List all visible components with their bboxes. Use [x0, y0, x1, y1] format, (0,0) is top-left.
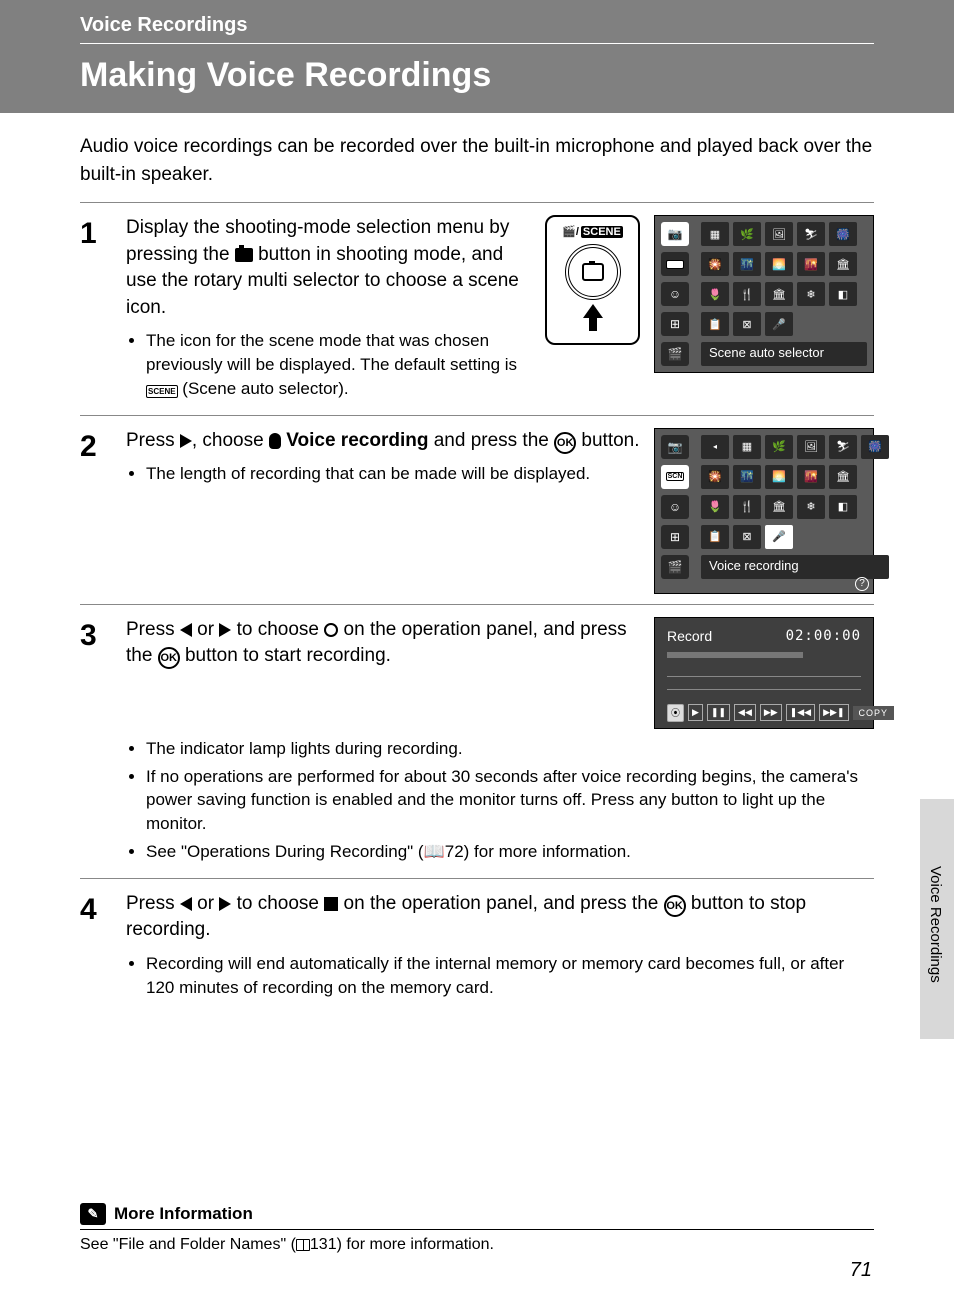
- right-arrow-icon: [180, 434, 192, 448]
- bullet: If no operations are performed for about…: [146, 765, 874, 836]
- help-icon: ?: [855, 577, 869, 591]
- side-label: Voice Recordings: [927, 866, 944, 983]
- step-1: 1 Display the shooting-mode selection me…: [80, 203, 874, 416]
- record-icon: [324, 623, 338, 637]
- step-4-text: Press or to choose on the operation pane…: [126, 891, 874, 944]
- bullet: The length of recording that can be made…: [146, 462, 644, 486]
- right-arrow-icon: [219, 623, 231, 637]
- skip-fwd-icon: ▶▶❚: [819, 704, 848, 721]
- camera-icon: [235, 248, 253, 262]
- microphone-icon: [269, 433, 281, 449]
- dial-figure: 🎬/SCENE: [545, 215, 640, 345]
- step-1-bullets: The icon for the scene mode that was cho…: [146, 329, 535, 400]
- copy-label: COPY: [853, 706, 895, 720]
- record-button-icon: ⦿: [667, 704, 684, 722]
- book-icon: [296, 1239, 310, 1251]
- step-3-bullets: The indicator lamp lights during recordi…: [146, 737, 874, 864]
- step-2-bullets: The length of recording that can be made…: [146, 462, 644, 486]
- step-4-bullets: Recording will end automatically if the …: [146, 952, 874, 1000]
- step-2-figure: 📷 ◂▦🌿🖼⛷🎆 SCN 🎇🌃🌅🌇🏛 ☺ 🌷🍴🏛❄◧ ⊞ 📋⊠🎤 🎬 Voice…: [654, 428, 874, 594]
- up-arrow-icon: [583, 304, 603, 318]
- content: Audio voice recordings can be recorded o…: [0, 113, 954, 1014]
- step-2: 2 Press , choose Voice recording and pre…: [80, 416, 874, 605]
- lcd-side-icon: 🎬: [661, 342, 689, 366]
- step-1-text: Display the shooting-mode selection menu…: [126, 215, 535, 321]
- skip-back-icon: ❚◀◀: [786, 704, 815, 721]
- section-label: Voice Recordings: [80, 14, 874, 44]
- record-time: 02:00:00: [786, 628, 861, 644]
- step-3-figure: Record 02:00:00 ⦿ ▶ ❚❚ ◀◀ ▶▶ ❚◀◀: [654, 617, 874, 729]
- step-4: 4 Press or to choose on the operation pa…: [80, 879, 874, 1014]
- bullet: Recording will end automatically if the …: [146, 952, 874, 1000]
- progress-bar: [667, 652, 803, 658]
- step-number: 1: [80, 215, 126, 249]
- step-number: 4: [80, 891, 126, 925]
- lcd-figure-1: 📷 ▦🌿🖼⛷🎆 SCN 🎇🌃🌅🌇🏛 ☺ 🌷🍴🏛❄◧ ⊞ 📋⊠🎤 🎬 Scene …: [654, 215, 874, 373]
- ok-button-icon: OK: [158, 647, 180, 669]
- lcd-side-icon: 📷: [661, 435, 689, 459]
- lcd-side-icon: ⊞: [661, 312, 689, 336]
- page-title: Making Voice Recordings: [80, 56, 954, 95]
- step-number: 3: [80, 617, 126, 651]
- lcd-figure-2: 📷 ◂▦🌿🖼⛷🎆 SCN 🎇🌃🌅🌇🏛 ☺ 🌷🍴🏛❄◧ ⊞ 📋⊠🎤 🎬 Voice…: [654, 428, 874, 594]
- intro-text: Audio voice recordings can be recorded o…: [80, 133, 874, 203]
- lcd-caption: Scene auto selector: [701, 342, 867, 366]
- step-2-text: Press , choose Voice recording and press…: [126, 428, 644, 455]
- stop-icon: [324, 897, 338, 911]
- dial-circle-icon: [565, 244, 621, 300]
- forward-icon: ▶▶: [760, 704, 782, 721]
- more-info-text: See "File and Folder Names" (131) for mo…: [80, 1236, 874, 1254]
- bullet: See "Operations During Recording" (📖72) …: [146, 840, 874, 864]
- lcd-caption: Voice recording: [701, 555, 889, 579]
- left-arrow-icon: [180, 623, 192, 637]
- bullet: The icon for the scene mode that was cho…: [146, 329, 535, 400]
- more-info-section: ✎ More Information See "File and Folder …: [80, 1203, 874, 1254]
- record-controls: ⦿ ▶ ❚❚ ◀◀ ▶▶ ❚◀◀ ▶▶❚ COPY: [667, 704, 861, 722]
- lcd-side-icon: ☺: [661, 282, 689, 306]
- more-info-heading: ✎ More Information: [80, 1203, 874, 1230]
- step-1-figure: 🎬/SCENE 📷 ▦🌿🖼⛷🎆 SCN 🎇🌃🌅🌇🏛 ☺ 🌷🍴🏛❄◧: [545, 215, 874, 373]
- dial-label: 🎬/SCENE: [562, 225, 623, 238]
- play-icon: ▶: [688, 704, 703, 721]
- lcd-side-icon: 🎬: [661, 555, 689, 579]
- step-3: 3 Press or to choose on the operation pa…: [80, 605, 874, 879]
- left-arrow-icon: [180, 897, 192, 911]
- ok-button-icon: OK: [554, 432, 576, 454]
- step-3-text: Press or to choose on the operation pane…: [126, 617, 644, 670]
- lcd-side-icon: 📷: [661, 222, 689, 246]
- lcd-side-icon: SCN: [661, 465, 689, 489]
- right-arrow-icon: [219, 897, 231, 911]
- lcd-record-figure: Record 02:00:00 ⦿ ▶ ❚❚ ◀◀ ▶▶ ❚◀◀: [654, 617, 874, 729]
- pause-icon: ❚❚: [707, 704, 730, 721]
- scene-icon: SCENE: [146, 385, 178, 398]
- record-label: Record: [667, 628, 712, 644]
- info-badge-icon: ✎: [80, 1203, 106, 1225]
- step-number: 2: [80, 428, 126, 462]
- bullet: The indicator lamp lights during recordi…: [146, 737, 874, 761]
- lcd-side-icon: SCN: [661, 252, 689, 276]
- lcd-side-icon: ⊞: [661, 525, 689, 549]
- lcd-side-icon: ☺: [661, 495, 689, 519]
- rewind-icon: ◀◀: [734, 704, 756, 721]
- page-number: 71: [850, 1259, 872, 1282]
- ok-button-icon: OK: [664, 895, 686, 917]
- page-header: Voice Recordings Making Voice Recordings: [0, 0, 954, 113]
